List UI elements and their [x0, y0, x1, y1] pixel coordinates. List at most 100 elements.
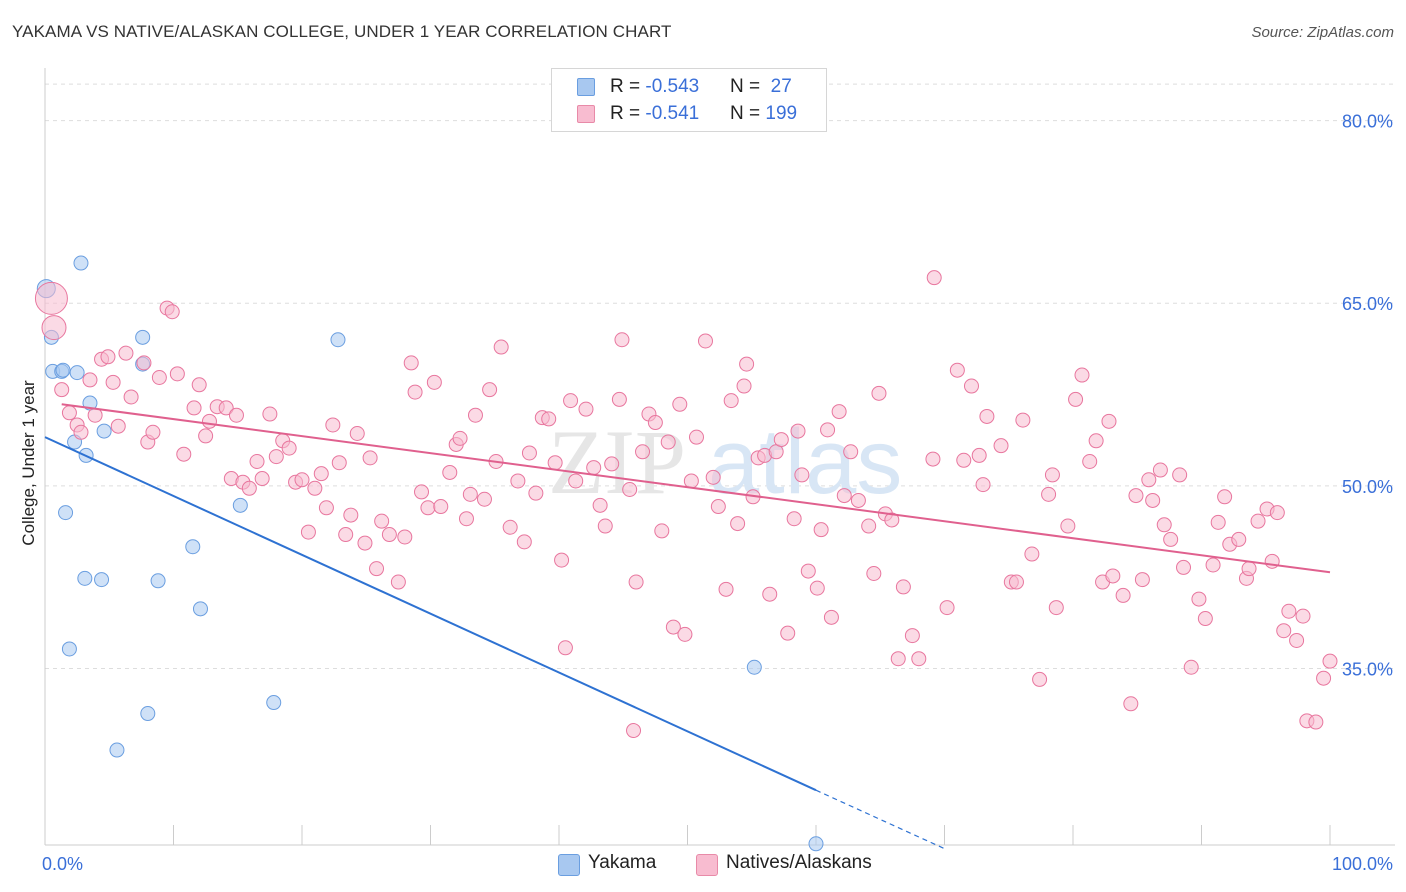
- natives-point: [1163, 531, 1179, 547]
- natives-point: [164, 304, 180, 320]
- natives-point: [1217, 489, 1233, 505]
- natives-point: [736, 378, 752, 394]
- natives-point: [228, 407, 244, 423]
- yakama-trend-line: [44, 436, 817, 792]
- natives-point: [895, 579, 911, 595]
- natives-point: [547, 455, 563, 471]
- natives-point: [635, 444, 651, 460]
- natives-point: [739, 356, 755, 372]
- natives-point: [145, 424, 161, 440]
- natives-point: [683, 473, 699, 489]
- natives-point: [647, 415, 663, 431]
- natives-point: [136, 355, 152, 371]
- natives-point: [1048, 600, 1064, 616]
- bottom-legend-swatch-yakama: [558, 854, 580, 876]
- natives-point: [381, 527, 397, 543]
- bottom-legend-label-natives: Natives/Alaskans: [726, 852, 872, 873]
- natives-point: [1210, 514, 1226, 530]
- natives-point: [420, 500, 436, 516]
- y-tick-label: 50.0%: [1342, 477, 1393, 497]
- natives-point: [300, 524, 316, 540]
- yakama-trend-extension: [815, 789, 945, 850]
- watermark: ZIP atlas: [548, 411, 902, 513]
- natives-point: [592, 497, 608, 513]
- natives-point: [73, 424, 89, 440]
- natives-point: [403, 355, 419, 371]
- natives-point: [809, 580, 825, 596]
- natives-point: [331, 455, 347, 471]
- natives-point: [611, 391, 627, 407]
- natives-point: [813, 522, 829, 538]
- natives-point: [318, 500, 334, 516]
- natives-point: [397, 529, 413, 545]
- bottom-legend-label-yakama: Yakama: [588, 852, 657, 873]
- legend-r-label: R =: [610, 103, 646, 124]
- x-tick-label: 100.0%: [1332, 854, 1393, 874]
- natives-point: [578, 401, 594, 417]
- natives-point: [949, 362, 965, 378]
- natives-point: [41, 315, 67, 341]
- legend-r-value: -0.541: [645, 103, 700, 124]
- natives-point: [1295, 608, 1311, 624]
- natives-point: [118, 345, 134, 361]
- natives-point: [710, 499, 726, 515]
- natives-point: [926, 270, 942, 286]
- natives-point: [979, 408, 995, 424]
- natives-point: [1088, 433, 1104, 449]
- natives-point: [452, 430, 468, 446]
- legend-n-value: 199: [765, 103, 798, 124]
- yakama-point: [77, 570, 93, 586]
- natives-point: [614, 332, 630, 348]
- natives-point: [307, 480, 323, 496]
- natives-point: [191, 377, 207, 393]
- natives-point: [521, 445, 537, 461]
- natives-point: [1289, 632, 1305, 648]
- natives-point: [956, 452, 972, 468]
- natives-point: [786, 511, 802, 527]
- natives-point: [823, 609, 839, 625]
- natives-point: [820, 422, 836, 438]
- natives-point: [390, 574, 406, 590]
- legend-row-natives: R = -0.541 N = 199: [552, 100, 826, 126]
- natives-point: [672, 396, 688, 412]
- yakama-point: [61, 641, 77, 657]
- natives-point: [1141, 472, 1157, 488]
- natives-point: [718, 581, 734, 597]
- yakama-point: [69, 365, 85, 381]
- axes: [44, 68, 1395, 846]
- natives-point: [349, 425, 365, 441]
- natives-point: [800, 563, 816, 579]
- natives-point: [1082, 454, 1098, 469]
- y-tick-label: 35.0%: [1342, 659, 1393, 679]
- natives-point: [374, 513, 390, 529]
- natives-point: [357, 535, 373, 551]
- natives-point: [866, 566, 882, 582]
- natives-point: [654, 523, 670, 539]
- natives-point: [82, 372, 98, 388]
- natives-point: [1316, 670, 1332, 686]
- bottom-legend-swatch-natives: [696, 854, 718, 876]
- yakama-point: [232, 497, 248, 513]
- natives-point: [110, 418, 126, 434]
- natives-point: [1008, 574, 1024, 590]
- natives-point: [660, 434, 676, 450]
- natives-point: [1197, 611, 1213, 627]
- natives-point: [281, 440, 297, 456]
- natives-point: [1115, 587, 1131, 603]
- natives-point: [626, 723, 642, 739]
- yakama-point: [150, 573, 166, 589]
- natives-point: [338, 527, 354, 543]
- yakama-point: [109, 742, 125, 758]
- legend-n-value: 27: [765, 76, 792, 97]
- natives-point: [458, 511, 474, 527]
- natives-point: [61, 405, 77, 421]
- natives-point: [1128, 488, 1144, 504]
- natives-point: [313, 466, 329, 482]
- trend-lines: [44, 403, 1331, 850]
- legend-swatch-yakama: [577, 78, 595, 96]
- natives-point: [362, 450, 378, 466]
- natives-point: [850, 492, 866, 508]
- tick-labels: 35.0% 50.0% 65.0% 80.0% 0.0% 100.0%: [42, 112, 1393, 874]
- yakama-point: [140, 706, 156, 722]
